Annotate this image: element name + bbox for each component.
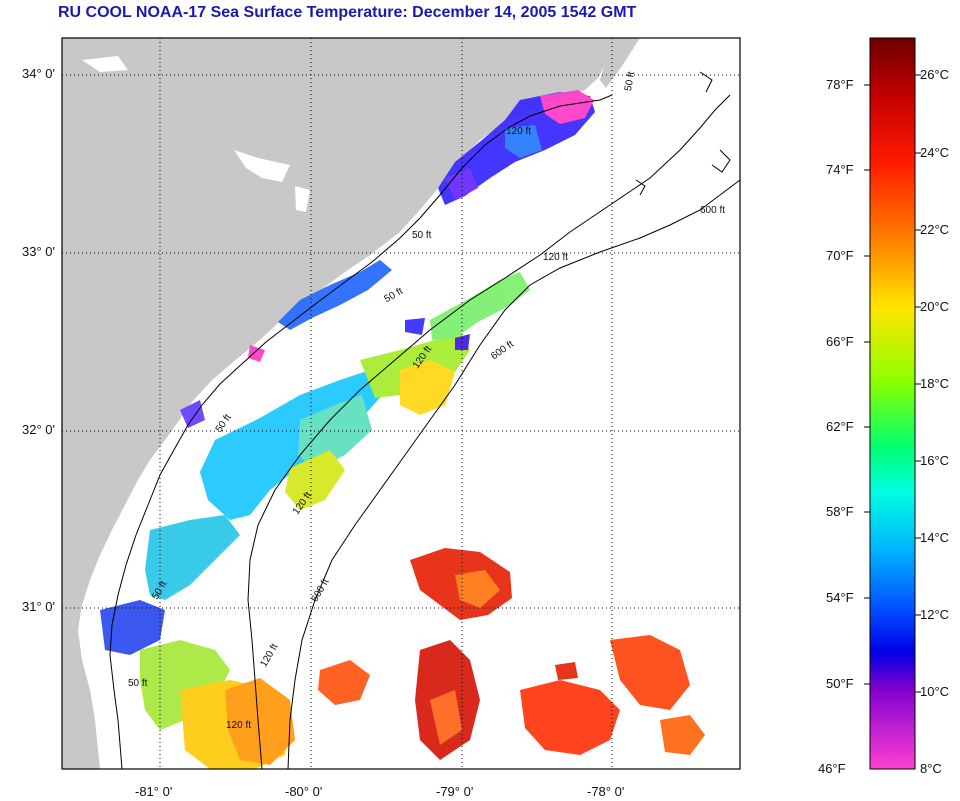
land-mass xyxy=(62,38,612,769)
contour-120ft xyxy=(247,94,731,769)
colorbar-label-f: 66°F xyxy=(826,334,854,349)
lat-label: 31° 0' xyxy=(22,599,55,614)
colorbar-label-f: 50°F xyxy=(826,676,854,691)
colorbar-ticks xyxy=(864,74,921,693)
colorbar-label-f: 74°F xyxy=(826,162,854,177)
lon-label: -81° 0' xyxy=(135,784,173,799)
colorbar-label-c: 18°C xyxy=(920,376,950,391)
map-title: RU COOL NOAA-17 Sea Surface Temperature:… xyxy=(58,4,637,21)
colorbar-label-f: 54°F xyxy=(826,590,854,605)
map-frame xyxy=(61,37,741,770)
contour-600ft xyxy=(287,179,740,769)
colorbar-label-c: 24°C xyxy=(920,145,950,160)
contour-label: 50 ft xyxy=(128,678,148,689)
lat-label: 33° 0' xyxy=(22,244,55,259)
inland-lake xyxy=(82,56,128,72)
colorbar-label-c: 12°C xyxy=(920,607,950,622)
colorbar xyxy=(869,37,916,770)
sst-patches xyxy=(100,90,705,769)
colorbar-label-c: 20°C xyxy=(920,299,950,314)
colorbar-label-f: 62°F xyxy=(826,419,854,434)
contour-label: 120 ft xyxy=(543,252,569,263)
colorbar-label-c: 10°C xyxy=(920,684,950,699)
colorbar-label-f: 78°F xyxy=(826,77,854,92)
colorbar-label-c: 8°C xyxy=(920,761,942,776)
colorbar-label-c: 16°C xyxy=(920,453,950,468)
contour-label: 50 ft xyxy=(412,230,432,241)
colorbar-label-c: 26°C xyxy=(920,67,950,82)
colorbar-label-f: 58°F xyxy=(826,504,854,519)
colorbar-label-c: 14°C xyxy=(920,530,950,545)
lat-label: 32° 0' xyxy=(22,422,55,437)
contour-label: 120 ft xyxy=(226,720,252,731)
contour-label: 600 ft xyxy=(700,205,726,216)
colorbar-label-f: 70°F xyxy=(826,248,854,263)
lon-label: -79° 0' xyxy=(436,784,474,799)
lon-label: -78° 0' xyxy=(587,784,625,799)
inland-lake xyxy=(234,150,290,182)
graticule xyxy=(62,38,740,769)
colorbar-label-c: 22°C xyxy=(920,222,950,237)
inland-lake xyxy=(295,186,310,212)
contour-50ft xyxy=(109,94,613,769)
depth-contours xyxy=(109,71,740,769)
lat-label: 34° 0' xyxy=(22,66,55,81)
contour-label: 120 ft xyxy=(506,126,532,137)
lon-label: -80° 0' xyxy=(285,784,323,799)
colorbar-label-f: 46°F xyxy=(818,761,846,776)
